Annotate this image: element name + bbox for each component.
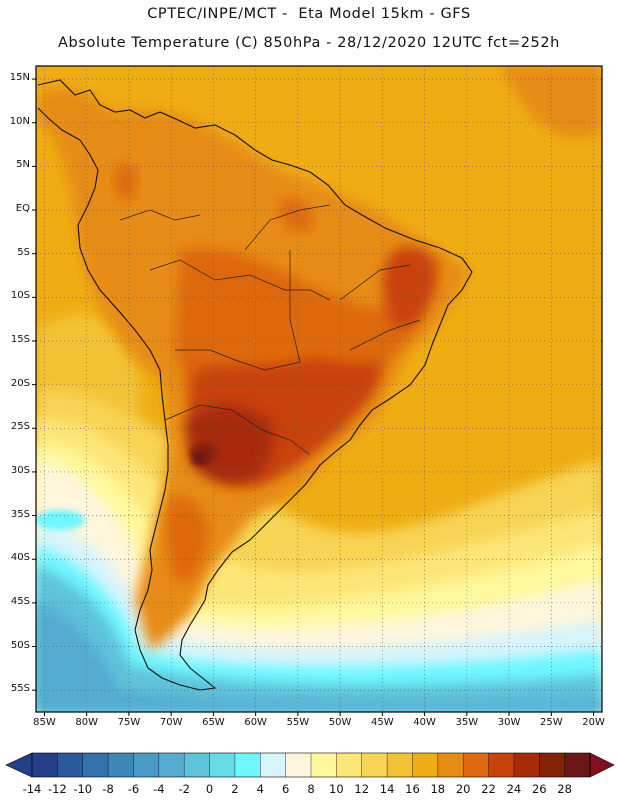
colorbar-tick-label: 6 — [281, 782, 290, 796]
colorbar-tick-label: -4 — [153, 782, 165, 796]
lon-label: 70W — [159, 717, 183, 728]
colorbar-tick-label: 18 — [430, 782, 446, 796]
temperature-field — [36, 66, 602, 712]
colorbar-swatch — [57, 753, 84, 777]
colorbar-swatch — [539, 753, 566, 777]
lat-label: 10S — [10, 290, 30, 302]
lat-label: 50S — [10, 639, 30, 651]
colorbar-swatch — [336, 753, 363, 777]
colorbar-min-arrow — [5, 752, 33, 778]
colorbar-tick-label: -12 — [47, 782, 67, 796]
lat-label: 5S — [17, 246, 30, 258]
colorbar-swatch — [564, 753, 591, 777]
plot-border — [35, 65, 603, 713]
colorbar-tick-label: -6 — [127, 782, 140, 796]
colorbar-swatch — [108, 753, 134, 777]
colorbar-swatch — [82, 753, 109, 777]
lat-label: 15S — [10, 333, 30, 345]
lon-label: 25W — [540, 717, 563, 728]
colorbar-swatch — [133, 753, 160, 777]
colorbar-tick-label: -14 — [22, 782, 42, 796]
colorbar-swatch — [209, 753, 236, 777]
colorbar-swatch — [311, 753, 337, 777]
colorbar-swatch — [32, 753, 58, 777]
map-title-line2: Absolute Temperature (C) 850hPa - 28/12/… — [58, 35, 560, 51]
colorbar-swatch — [437, 753, 464, 777]
colorbar-tick-label: -10 — [73, 782, 93, 796]
lon-label: 45W — [371, 717, 394, 728]
colorbar-swatch — [488, 753, 515, 777]
lon-label: 20W — [582, 717, 605, 728]
colorbar-tick-label: 4 — [256, 782, 264, 796]
lat-label: 35S — [10, 508, 30, 520]
lat-label: 55S — [10, 683, 30, 695]
lat-label: 40S — [10, 552, 30, 564]
lon-label: 50W — [328, 717, 352, 728]
lat-label: 25S — [10, 421, 30, 433]
lon-label: 85W — [33, 717, 56, 728]
coastline — [37, 79, 473, 691]
lat-label: 30S — [10, 464, 30, 476]
colorbar — [5, 752, 615, 778]
colorbar-tick-label: 10 — [329, 782, 344, 796]
lon-label: 30W — [497, 717, 521, 728]
colorbar-max-arrow — [589, 752, 615, 778]
colorbar-tick-label: 24 — [506, 782, 522, 796]
colorbar-tick-label: 14 — [379, 782, 395, 796]
colorbar-swatch — [412, 753, 439, 777]
colorbar-swatch — [260, 753, 287, 777]
country-borders — [119, 204, 421, 456]
lon-label: 55W — [286, 717, 310, 728]
colorbar-tick-label: 12 — [354, 782, 370, 796]
lat-label: 15N — [9, 72, 30, 84]
colorbar-swatch — [513, 753, 540, 777]
colorbar-swatch — [361, 753, 388, 777]
colorbar-swatch — [184, 753, 211, 777]
colorbar-tick-label: 22 — [481, 782, 496, 796]
map-title-line1: CPTEC/INPE/MCT - Eta Model 15km - GFS — [147, 6, 471, 22]
lon-label: 75W — [117, 717, 141, 728]
colorbar-swatch — [158, 753, 185, 777]
lon-label: 60W — [244, 717, 267, 728]
colorbar-tick-label: 20 — [455, 782, 471, 796]
colorbar-swatch — [234, 753, 261, 777]
lat-label: 20S — [10, 377, 30, 389]
lat-label: EQ — [15, 203, 30, 215]
colorbar-tick-label: 28 — [557, 782, 572, 796]
colorbar-tick-label: 26 — [531, 782, 547, 796]
colorbar-tick-label: 2 — [231, 782, 239, 796]
lon-label: 35W — [455, 717, 479, 728]
lon-label: 40W — [413, 717, 436, 728]
colorbar-swatch — [285, 753, 312, 777]
colorbar-tick-label: -8 — [102, 782, 114, 796]
lat-label: 10N — [9, 115, 30, 127]
lon-label: 80W — [75, 717, 98, 728]
colorbar-tick-label: 0 — [205, 782, 214, 796]
colorbar-tick-label: 8 — [307, 782, 315, 796]
lat-label: 45S — [10, 595, 30, 607]
colorbar-swatch — [463, 753, 490, 777]
lat-label: 5N — [16, 159, 30, 171]
colorbar-tick-label: 16 — [405, 782, 420, 796]
colorbar-swatch — [387, 753, 413, 777]
colorbar-tick-label: -2 — [178, 782, 190, 796]
lon-label: 65W — [202, 717, 225, 728]
